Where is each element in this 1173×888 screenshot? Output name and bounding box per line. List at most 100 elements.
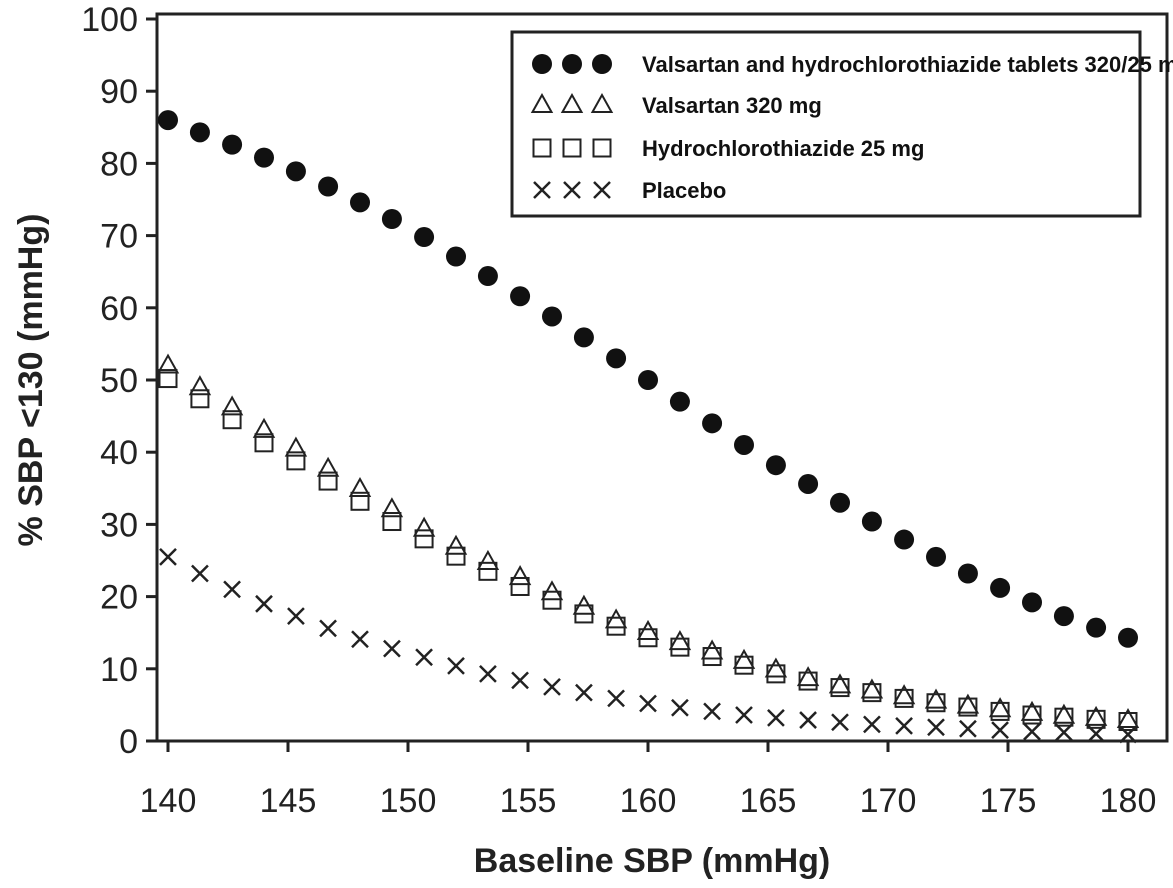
data-point xyxy=(156,353,180,374)
legend-marker xyxy=(592,138,612,158)
data-point xyxy=(1119,725,1137,744)
data-point xyxy=(606,348,627,369)
data-point xyxy=(732,648,756,669)
data-point xyxy=(958,697,978,717)
data-point xyxy=(670,637,690,657)
data-point xyxy=(638,628,658,648)
data-point xyxy=(1118,627,1138,648)
legend-marker xyxy=(590,92,614,113)
data-point xyxy=(831,713,849,732)
data-point xyxy=(316,456,340,477)
data-point xyxy=(892,684,916,705)
x-axis-title: Baseline SBP (mmHg) xyxy=(474,842,830,880)
data-point xyxy=(894,688,914,708)
data-point xyxy=(926,546,946,567)
data-point xyxy=(350,192,370,213)
data-point xyxy=(1022,592,1042,613)
data-point xyxy=(286,451,306,471)
y-tick-label: 70 xyxy=(100,218,138,256)
data-point xyxy=(895,716,913,735)
y-tick-label: 100 xyxy=(81,1,138,39)
legend-marker xyxy=(563,181,581,199)
series-open-triangle xyxy=(156,353,1140,729)
data-point xyxy=(511,671,529,690)
y-tick-label: 60 xyxy=(100,290,138,328)
legend-label: Valsartan 320 mg xyxy=(642,93,822,118)
x-tick-label: 140 xyxy=(140,782,197,820)
data-point xyxy=(894,529,915,550)
data-point xyxy=(988,697,1012,718)
data-point xyxy=(508,565,532,586)
data-point xyxy=(252,417,276,438)
data-point xyxy=(415,648,433,667)
data-point xyxy=(381,208,402,229)
data-point xyxy=(446,546,466,566)
data-point xyxy=(765,455,786,476)
data-point xyxy=(575,683,593,702)
data-point xyxy=(220,395,244,416)
data-point xyxy=(444,534,468,555)
data-point xyxy=(318,471,338,491)
data-point xyxy=(477,266,498,287)
data-point xyxy=(318,176,339,197)
data-point xyxy=(191,564,209,583)
data-point xyxy=(573,327,594,348)
data-point xyxy=(1054,707,1074,727)
data-point xyxy=(254,433,274,453)
data-point xyxy=(380,497,404,518)
data-point xyxy=(990,577,1011,598)
y-tick-label: 20 xyxy=(100,579,138,617)
series-filled-circle xyxy=(158,110,1138,648)
data-point xyxy=(1086,709,1106,729)
data-point xyxy=(636,619,660,640)
x-tick-label: 145 xyxy=(260,782,317,820)
legend-label: Hydrochlorothiazide 25 mg xyxy=(642,136,924,161)
x-tick-label: 165 xyxy=(740,782,797,820)
legend-item: Placebo xyxy=(533,178,726,203)
data-point xyxy=(350,491,370,511)
data-point xyxy=(956,693,980,714)
data-point xyxy=(828,673,852,694)
data-point xyxy=(414,227,435,248)
data-point xyxy=(924,688,948,709)
legend-marker xyxy=(530,92,554,113)
x-tick-label: 175 xyxy=(980,782,1037,820)
data-point xyxy=(766,664,786,684)
y-axis-title: % SBP <130 (mmHg) xyxy=(12,214,50,547)
data-point xyxy=(1087,724,1105,743)
data-point xyxy=(1086,617,1107,638)
data-point xyxy=(382,512,402,532)
series-x xyxy=(159,548,1137,744)
data-point xyxy=(927,718,945,737)
data-point xyxy=(799,711,817,729)
data-point xyxy=(284,436,308,457)
data-point xyxy=(1020,700,1044,721)
legend-box xyxy=(510,30,1142,218)
data-point xyxy=(861,511,882,532)
data-point xyxy=(542,590,562,610)
legend-marker xyxy=(592,54,612,74)
data-point xyxy=(319,619,337,638)
data-point xyxy=(700,639,724,660)
data-point xyxy=(796,666,820,687)
data-point xyxy=(188,375,212,396)
x-tick-label: 170 xyxy=(860,782,917,820)
data-point xyxy=(412,516,436,537)
data-point xyxy=(860,678,884,699)
x-tick-label: 155 xyxy=(500,782,557,820)
data-point xyxy=(607,689,625,708)
y-axis: 0 10 20 30 40 50 60 70 80 90 100 xyxy=(81,1,157,761)
plot-frame xyxy=(155,12,1169,743)
data-point xyxy=(1118,712,1138,732)
data-point xyxy=(862,683,882,703)
data-point xyxy=(287,607,305,625)
data-point xyxy=(990,701,1010,721)
data-point xyxy=(830,492,850,513)
data-point xyxy=(798,473,819,494)
y-tick-label: 40 xyxy=(100,434,138,472)
legend-item: Valsartan 320 mg xyxy=(530,92,822,118)
data-point xyxy=(222,134,243,155)
data-point xyxy=(991,721,1009,740)
legend-marker xyxy=(593,181,611,199)
